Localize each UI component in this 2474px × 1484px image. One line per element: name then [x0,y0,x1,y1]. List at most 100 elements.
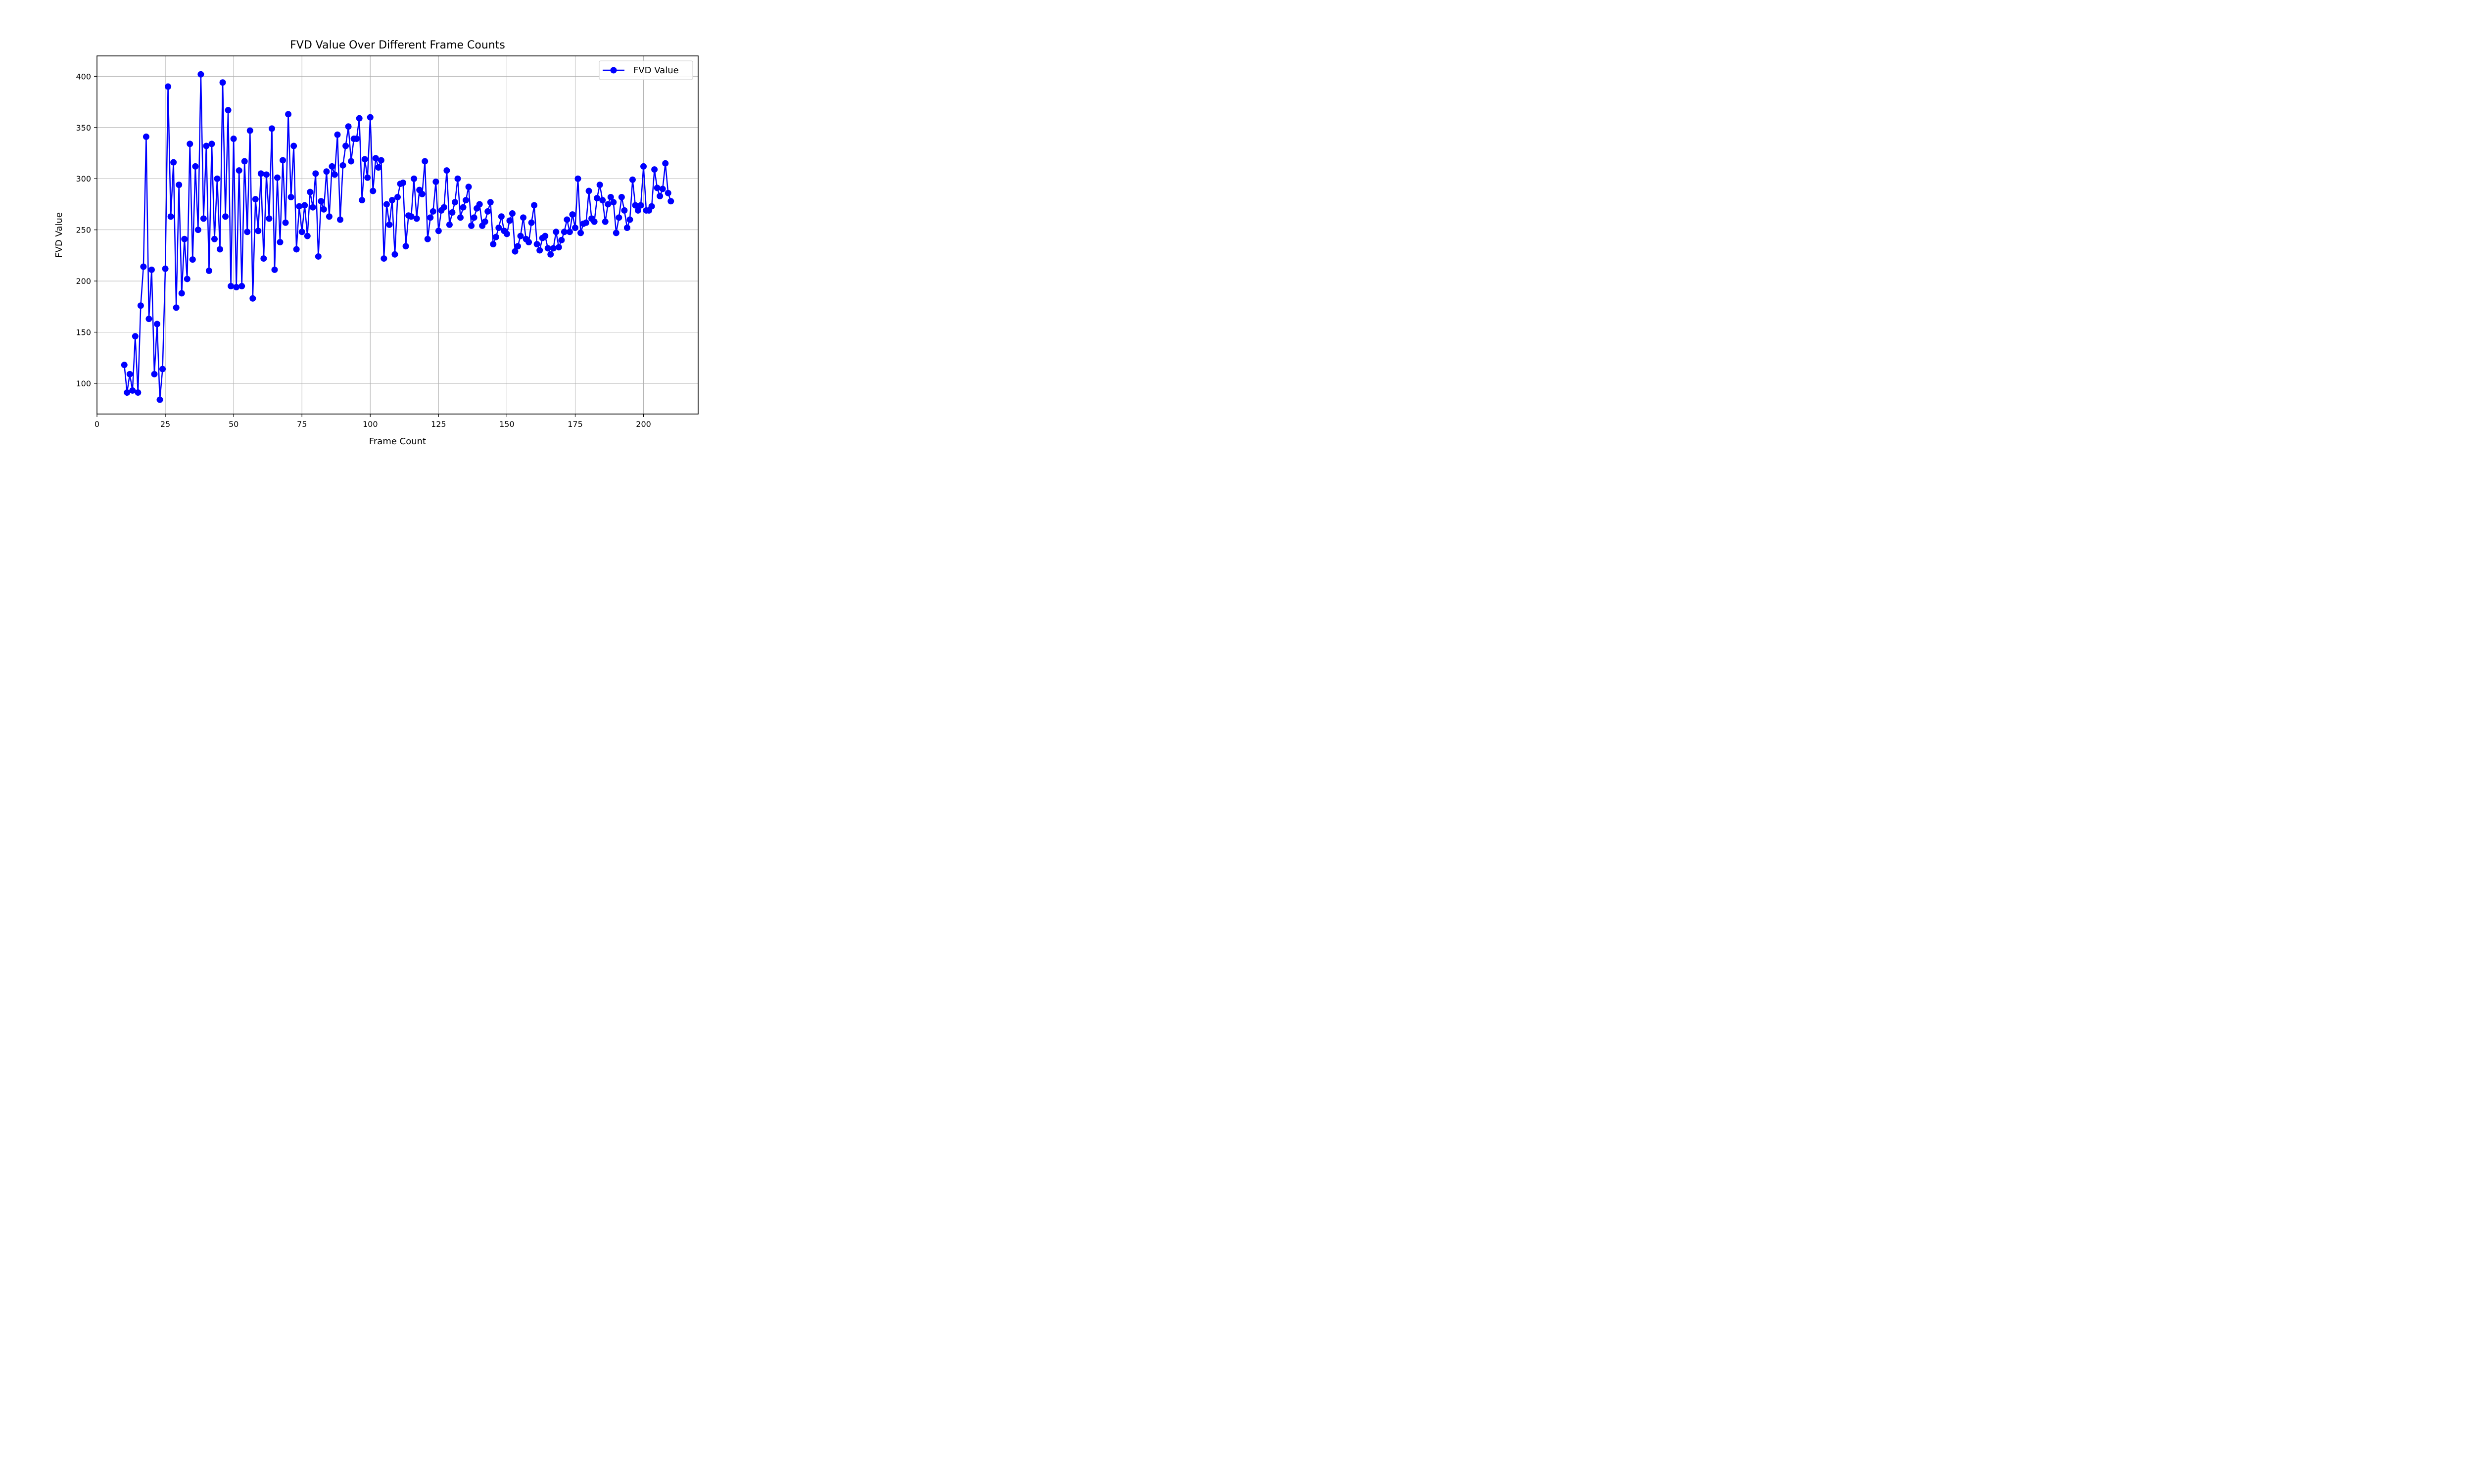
data-point [356,115,363,122]
data-point [280,157,286,164]
data-point [408,213,415,220]
data-point [386,221,393,228]
data-point [490,241,497,248]
data-point [659,186,666,192]
data-point [665,189,671,196]
data-point [143,133,149,140]
y-axis-label: FVD Value [54,212,64,258]
data-point [463,197,470,204]
data-point [167,213,174,220]
data-point [629,176,636,183]
data-point [318,198,325,205]
data-point [331,171,338,178]
data-point [481,218,488,225]
data-point [623,225,630,232]
x-tick-label: 125 [431,419,446,429]
data-point [667,198,674,205]
data-point [312,170,319,177]
data-point [517,232,524,239]
y-tick-label: 350 [76,123,91,133]
data-point [440,204,447,211]
data-point [255,228,262,234]
data-point [558,236,565,243]
data-point [411,175,418,182]
data-point [569,211,576,218]
data-point [348,158,355,165]
data-point [124,389,131,396]
data-point [244,229,251,235]
data-point [293,246,300,253]
data-point [577,230,584,236]
data-point [214,175,221,182]
y-tick-label: 300 [76,174,91,184]
data-point [388,197,395,204]
data-point [391,251,398,258]
data-point [271,266,278,273]
data-point [413,215,420,222]
data-point [506,217,513,224]
data-point [320,206,327,213]
data-point [536,247,543,254]
x-tick-label: 75 [297,419,307,429]
data-point [159,366,166,372]
chart: 0 25 50 75 100 125 150 175 200 100 150 200 250 300 35… [0,0,764,458]
data-point [605,201,612,208]
data-point [342,142,349,149]
data-point [252,196,259,203]
data-point [268,125,275,132]
data-point [203,142,210,149]
data-point [509,210,516,217]
data-point [132,333,139,340]
legend: FVD Value [599,60,693,80]
y-tick-label: 100 [76,379,91,388]
data-point [555,244,562,251]
data-point [492,233,499,240]
data-point [618,193,625,200]
data-point [495,225,502,232]
data-point [137,302,144,309]
data-point [304,232,311,239]
x-tick-label: 175 [568,419,583,429]
data-point [176,182,183,188]
data-point [290,142,297,149]
data-point [151,371,158,377]
data-point [637,202,644,209]
data-point [375,164,382,171]
data-point [230,136,237,142]
data-point [542,232,549,239]
data-point [165,83,172,90]
data-point [515,243,521,250]
data-point [205,267,212,274]
series-layer [121,71,674,403]
data-point [126,371,133,377]
data-point [148,266,155,273]
legend-box [599,60,693,80]
data-point [233,284,240,290]
data-point [626,216,633,223]
data-point [400,180,407,186]
data-point [383,201,390,208]
data-point [359,197,366,204]
data-point [238,282,245,289]
y-tick-label: 150 [76,328,91,337]
data-point [564,216,571,223]
data-point [443,167,450,174]
data-point [583,219,590,226]
x-tick-label: 0 [95,419,99,429]
legend-marker-sample [610,67,617,74]
data-point [607,193,614,200]
y-tick-label: 400 [76,72,91,81]
data-point [361,156,368,163]
x-tick-label: 100 [363,419,378,429]
data-point [249,295,256,302]
data-point [378,157,384,164]
data-point [162,265,169,272]
chart-title: FVD Value Over Different Frame Counts [290,39,505,51]
data-point [184,276,190,282]
data-point [635,207,641,214]
data-point [468,222,475,229]
data-point [585,187,592,194]
data-point [315,253,322,260]
data-point [435,228,442,234]
data-point [307,188,314,195]
